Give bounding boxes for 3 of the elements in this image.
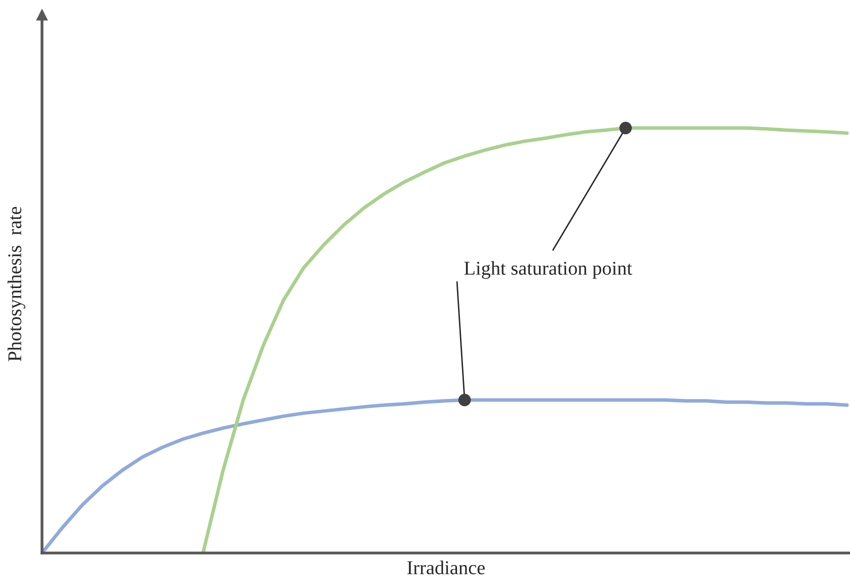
x-axis-title: Irradiance [407, 560, 485, 574]
y-axis-title: Photosynthesis rate [8, 206, 26, 362]
annotation: Light saturation point [464, 261, 632, 279]
